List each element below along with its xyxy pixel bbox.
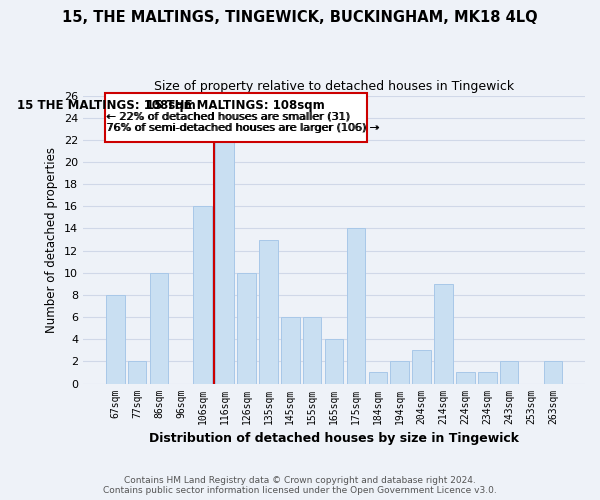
Text: 76% of semi-detached houses are larger (106) →: 76% of semi-detached houses are larger (… <box>107 123 380 133</box>
Bar <box>325 339 343 384</box>
Bar <box>193 206 212 384</box>
Bar <box>281 317 299 384</box>
Text: 15 THE MALTINGS: 108sqm: 15 THE MALTINGS: 108sqm <box>146 99 325 112</box>
Bar <box>106 295 125 384</box>
Bar <box>303 317 322 384</box>
Title: Size of property relative to detached houses in Tingewick: Size of property relative to detached ho… <box>154 80 514 93</box>
X-axis label: Distribution of detached houses by size in Tingewick: Distribution of detached houses by size … <box>149 432 519 445</box>
Text: ← 22% of detached houses are smaller (31): ← 22% of detached houses are smaller (31… <box>106 111 350 121</box>
Bar <box>544 362 562 384</box>
Bar <box>391 362 409 384</box>
Text: ← 22% of detached houses are smaller (31): ← 22% of detached houses are smaller (31… <box>107 111 350 121</box>
Bar <box>368 372 387 384</box>
Text: 15, THE MALTINGS, TINGEWICK, BUCKINGHAM, MK18 4LQ: 15, THE MALTINGS, TINGEWICK, BUCKINGHAM,… <box>62 10 538 25</box>
Bar <box>434 284 453 384</box>
Text: 15 THE MALTINGS: 108sqm: 15 THE MALTINGS: 108sqm <box>17 99 196 112</box>
Text: Contains HM Land Registry data © Crown copyright and database right 2024.
Contai: Contains HM Land Registry data © Crown c… <box>103 476 497 495</box>
Bar <box>412 350 431 384</box>
Bar <box>237 273 256 384</box>
Bar <box>105 94 367 142</box>
Text: 76% of semi-detached houses are larger (106) →: 76% of semi-detached houses are larger (… <box>106 123 379 133</box>
Bar <box>215 140 234 384</box>
Y-axis label: Number of detached properties: Number of detached properties <box>46 146 58 332</box>
Bar <box>478 372 497 384</box>
Bar <box>259 240 278 384</box>
Bar <box>150 273 169 384</box>
Bar <box>456 372 475 384</box>
Bar <box>500 362 518 384</box>
Bar <box>347 228 365 384</box>
Bar <box>128 362 146 384</box>
